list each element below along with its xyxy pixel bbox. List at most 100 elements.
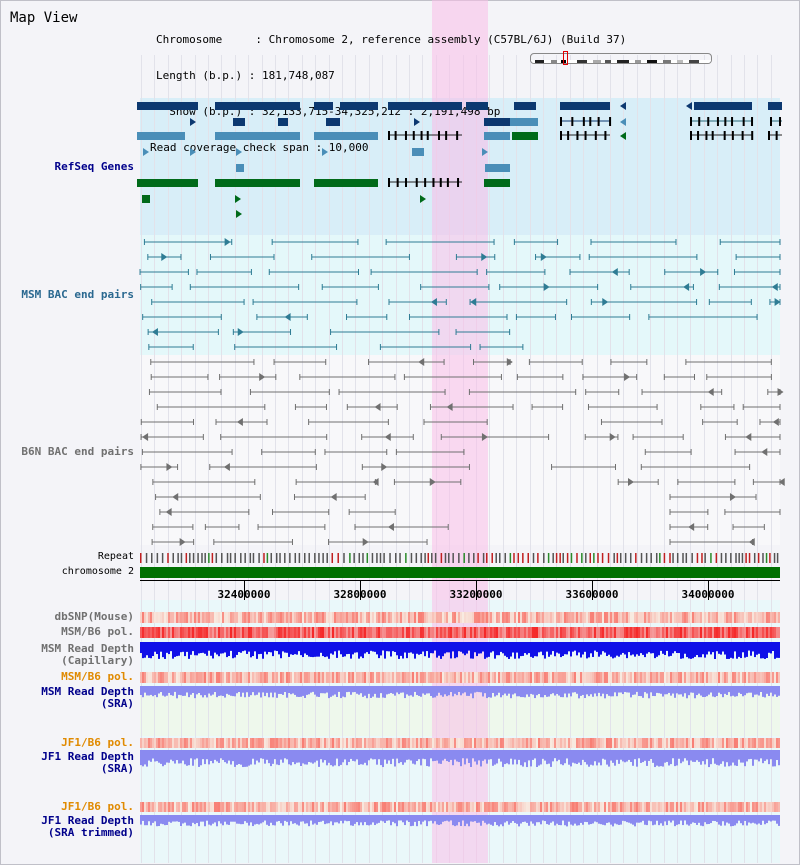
- repeat-element[interactable]: [635, 553, 637, 563]
- repeat-element[interactable]: [757, 553, 760, 563]
- repeat-element[interactable]: [318, 553, 320, 563]
- track-label-dbsnp[interactable]: dbSNP(Mouse): [54, 610, 134, 623]
- refseq-gene[interactable]: [142, 195, 150, 203]
- repeat-element[interactable]: [669, 553, 671, 563]
- repeat-element[interactable]: [570, 553, 573, 563]
- b6n-bac-pair-marker[interactable]: [223, 463, 230, 471]
- repeat-element[interactable]: [730, 553, 732, 563]
- refseq-gene-arrow[interactable]: [620, 118, 626, 126]
- repeat-element[interactable]: [655, 553, 658, 563]
- gene-exon[interactable]: [405, 178, 408, 187]
- msm-bac-pair-marker[interactable]: [771, 283, 778, 291]
- repeat-element[interactable]: [427, 553, 430, 563]
- msm-bac-pair-marker[interactable]: [151, 328, 158, 336]
- refseq-gene[interactable]: [510, 118, 538, 126]
- repeat-element[interactable]: [185, 553, 188, 563]
- gene-exon[interactable]: [388, 178, 390, 187]
- gene-exon[interactable]: [731, 131, 734, 140]
- refseq-gene[interactable]: [314, 179, 378, 187]
- repeat-element[interactable]: [308, 553, 310, 563]
- repeat-element[interactable]: [477, 553, 479, 563]
- gene-exon[interactable]: [690, 117, 692, 126]
- repeat-element[interactable]: [415, 553, 418, 563]
- refseq-gene[interactable]: [215, 102, 300, 110]
- track-label-msm-depth-sra[interactable]: MSM Read Depth (SRA): [41, 686, 134, 710]
- repeat-element[interactable]: [208, 553, 210, 563]
- msm-bac-pair-marker[interactable]: [430, 298, 437, 306]
- repeat-element[interactable]: [452, 553, 454, 563]
- b6n-bac-pair-marker[interactable]: [381, 463, 388, 471]
- repeat-element[interactable]: [410, 553, 413, 563]
- repeat-element[interactable]: [458, 553, 460, 563]
- repeat-element[interactable]: [682, 553, 684, 563]
- gene-exon[interactable]: [751, 117, 754, 126]
- repeat-element[interactable]: [504, 553, 507, 563]
- gene-exon[interactable]: [690, 131, 692, 140]
- gene-exon[interactable]: [698, 117, 701, 126]
- repeat-element[interactable]: [197, 553, 199, 563]
- refseq-gene-arrow[interactable]: [235, 195, 241, 203]
- repeat-element[interactable]: [249, 553, 252, 563]
- gene-exon[interactable]: [420, 131, 423, 140]
- gene-exon[interactable]: [716, 117, 719, 126]
- gene-exon[interactable]: [446, 178, 449, 187]
- repeat-element[interactable]: [289, 553, 291, 563]
- repeat-element[interactable]: [532, 553, 535, 563]
- repeat-element[interactable]: [753, 553, 756, 563]
- b6n-bac-pair-marker[interactable]: [729, 493, 736, 501]
- gene-exon[interactable]: [567, 131, 570, 140]
- refseq-gene[interactable]: [236, 164, 244, 172]
- track-label-msm-b6-pol-2[interactable]: MSM/B6 pol.: [61, 670, 134, 683]
- repeat-element[interactable]: [434, 553, 437, 563]
- gene-exon[interactable]: [456, 131, 459, 140]
- msm-bac-pair-marker[interactable]: [700, 268, 707, 276]
- repeat-element[interactable]: [619, 553, 622, 563]
- b6n-bac-pair-marker[interactable]: [418, 358, 425, 366]
- gene-exon[interactable]: [582, 117, 585, 126]
- repeat-element[interactable]: [244, 553, 246, 563]
- repeat-element[interactable]: [448, 553, 450, 563]
- track-label-chromosome[interactable]: chromosome 2: [61, 566, 134, 577]
- b6n-bac-pair-marker[interactable]: [707, 388, 714, 396]
- repeat-element[interactable]: [440, 553, 443, 563]
- repeat-element[interactable]: [284, 553, 286, 563]
- refseq-gene-arrow[interactable]: [482, 148, 488, 156]
- b6n-bac-pair-marker[interactable]: [236, 418, 243, 426]
- gene-exon[interactable]: [388, 131, 390, 140]
- msm-depth-sra-strip[interactable]: [140, 686, 780, 699]
- repeat-element[interactable]: [383, 553, 385, 563]
- msm-bac-pair-marker[interactable]: [774, 298, 781, 306]
- repeat-element[interactable]: [720, 553, 723, 563]
- repeat-element[interactable]: [685, 553, 688, 563]
- repeat-element[interactable]: [745, 553, 747, 563]
- gene-exon[interactable]: [457, 178, 460, 187]
- refseq-gene[interactable]: [514, 102, 536, 110]
- track-label-jf1-depth-sra[interactable]: JF1 Read Depth (SRA): [41, 751, 134, 775]
- repeat-element[interactable]: [741, 553, 744, 563]
- repeat-element[interactable]: [509, 553, 512, 563]
- repeat-element[interactable]: [607, 553, 610, 563]
- repeat-element[interactable]: [748, 553, 751, 563]
- refseq-gene-arrow[interactable]: [420, 195, 426, 203]
- gene-exon[interactable]: [571, 117, 574, 126]
- b6n-bac-pair-marker[interactable]: [142, 433, 149, 441]
- refseq-gene[interactable]: [278, 118, 288, 126]
- repeat-element[interactable]: [215, 553, 218, 563]
- repeat-element[interactable]: [601, 553, 604, 563]
- msm-bac-pair-marker[interactable]: [237, 328, 244, 336]
- repeat-element[interactable]: [343, 553, 345, 563]
- msm-bac-pair-marker[interactable]: [543, 283, 550, 291]
- msm-bac-pair-marker[interactable]: [611, 268, 618, 276]
- refseq-gene[interactable]: [314, 102, 333, 110]
- b6n-bac-pair-marker[interactable]: [745, 433, 752, 441]
- refseq-gene[interactable]: [137, 132, 185, 140]
- msm-bac-pair-marker[interactable]: [224, 238, 231, 246]
- track-label-refseq[interactable]: RefSeq Genes: [54, 160, 134, 173]
- repeat-element[interactable]: [650, 553, 652, 563]
- repeat-element[interactable]: [211, 553, 214, 563]
- msm-bac-pair-marker[interactable]: [284, 313, 291, 321]
- repeat-element[interactable]: [167, 553, 169, 563]
- jf1-depth-trimmed-strip[interactable]: [140, 815, 780, 827]
- repeat-element[interactable]: [769, 553, 771, 563]
